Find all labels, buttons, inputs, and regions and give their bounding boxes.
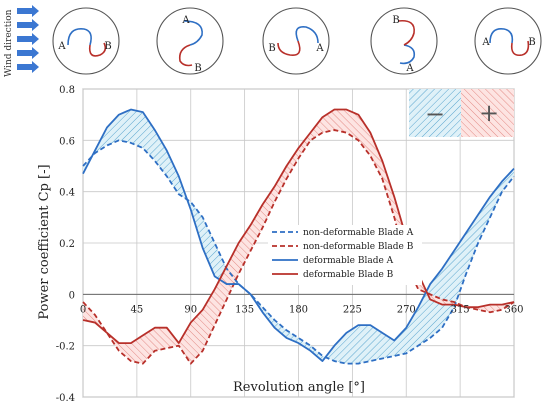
x-tick-label: 225 bbox=[343, 304, 362, 315]
y-tick-label: 0.6 bbox=[59, 136, 75, 147]
blade-a-shape bbox=[183, 20, 203, 46]
y-tick-label: -0.2 bbox=[56, 342, 75, 353]
rotor-circle bbox=[474, 7, 542, 75]
wind-arrow-icon bbox=[17, 33, 39, 45]
blade-label: B bbox=[528, 37, 535, 48]
difference-fills bbox=[83, 109, 514, 364]
legend-label: non-deformable Blade A bbox=[303, 228, 414, 238]
wind-direction-label: Wind direction bbox=[4, 9, 14, 77]
blade-b-shape bbox=[178, 44, 193, 67]
blade-a-shape bbox=[67, 28, 92, 46]
x-tick-label: 180 bbox=[289, 304, 308, 315]
blade-label: A bbox=[57, 41, 66, 52]
legend-label: deformable Blade B bbox=[303, 270, 394, 280]
y-tick-label: 0.4 bbox=[59, 188, 75, 199]
blade-b-shape bbox=[397, 19, 415, 46]
legend-background bbox=[268, 225, 422, 285]
blade-label: B bbox=[268, 43, 275, 54]
series-line-4 bbox=[82, 108, 515, 345]
rotor-circle bbox=[370, 7, 438, 75]
x-tick-label: 315 bbox=[451, 304, 470, 315]
legend-label: deformable Blade A bbox=[303, 256, 394, 266]
rotor-circle bbox=[52, 7, 120, 75]
blade-label: B bbox=[194, 63, 201, 74]
chart-legend: non-deformable Blade A non-deformable Bla… bbox=[268, 225, 422, 285]
rotor-circle bbox=[156, 7, 224, 75]
wind-arrow-icon bbox=[17, 19, 39, 31]
x-tick-label: 270 bbox=[397, 304, 416, 315]
x-axis-label: Revolution angle [°] bbox=[233, 380, 365, 395]
blade-diagram-4: BA bbox=[370, 7, 438, 75]
y-tick-label: 0.8 bbox=[59, 85, 75, 96]
series-line-2 bbox=[82, 129, 515, 365]
legend-label: non-deformable Blade B bbox=[303, 242, 414, 252]
x-tick-label: 45 bbox=[131, 304, 144, 315]
blade-b-shape bbox=[88, 42, 107, 57]
y-tick-label: 0.2 bbox=[59, 239, 75, 250]
blade-a-difference-area bbox=[83, 109, 514, 364]
sign-box: − + bbox=[409, 89, 514, 137]
chart-series bbox=[82, 108, 515, 365]
x-tick-label: 90 bbox=[184, 304, 197, 315]
y-tick-label: -0.4 bbox=[56, 393, 75, 404]
blade-label: A bbox=[181, 15, 190, 26]
x-tick-label: 0 bbox=[80, 304, 86, 315]
wind-arrow-icon bbox=[17, 61, 39, 73]
plus-sign: + bbox=[479, 99, 499, 127]
blade-diagram-2: AB bbox=[156, 7, 224, 75]
rotor-circle bbox=[262, 7, 330, 75]
x-tick-label: 360 bbox=[504, 304, 523, 315]
wind-direction-indicator: Wind direction bbox=[4, 5, 39, 77]
series-line-3 bbox=[82, 108, 515, 362]
x-tick-label: 135 bbox=[235, 304, 254, 315]
blade-label: A bbox=[405, 63, 414, 74]
blade-a-shape bbox=[489, 27, 514, 44]
blade-b-shape bbox=[510, 40, 530, 57]
blade-label: A bbox=[481, 37, 490, 48]
blade-label: A bbox=[315, 43, 324, 54]
blade-a-shape bbox=[399, 44, 416, 65]
blade-b-shape bbox=[277, 40, 301, 57]
wind-arrow-icon bbox=[17, 47, 39, 59]
wind-arrow-icon bbox=[17, 5, 39, 17]
minus-sign: − bbox=[425, 100, 445, 128]
blade-label: B bbox=[104, 41, 111, 52]
y-axis-label: Power coefficient Cp [-] bbox=[37, 164, 52, 319]
blade-label: B bbox=[392, 15, 399, 26]
chart-axes: 0 45 90 135 180 225 270 315 360 -0.4 -0.2 0 0.2 0.4 0.… bbox=[56, 85, 524, 404]
blade-a-shape bbox=[295, 25, 319, 44]
y-tick-label: 0 bbox=[69, 290, 75, 301]
